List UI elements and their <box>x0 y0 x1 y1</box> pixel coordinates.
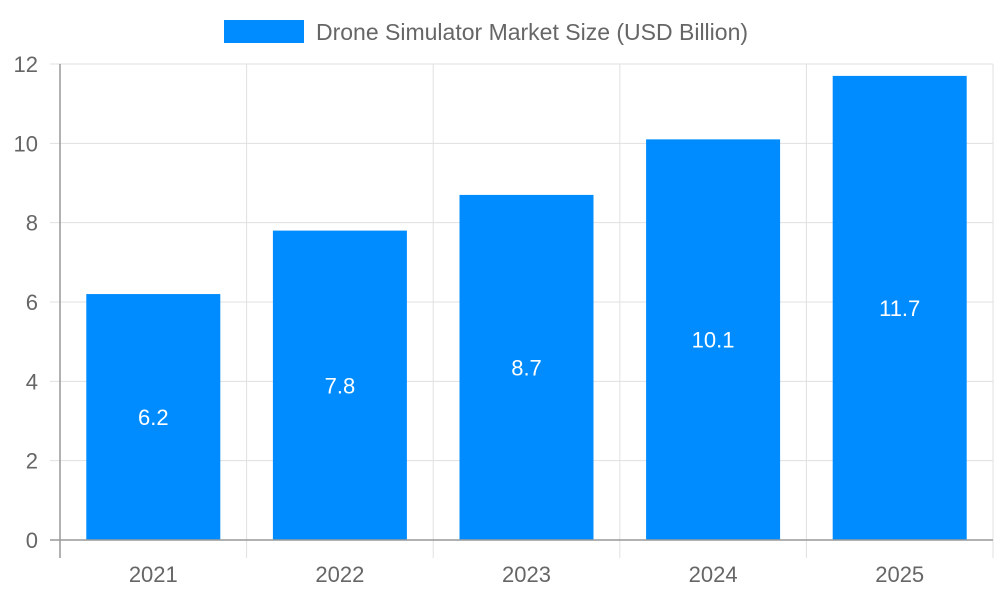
y-tick-label: 8 <box>26 211 38 236</box>
y-tick-label: 6 <box>26 290 38 315</box>
y-tick-label: 10 <box>14 131 38 156</box>
bar <box>646 139 781 540</box>
y-tick-label: 12 <box>14 52 38 77</box>
legend-swatch <box>224 20 304 43</box>
x-tick-label: 2023 <box>502 562 551 587</box>
data-label: 11.7 <box>879 296 920 321</box>
y-tick-label: 2 <box>26 449 38 474</box>
legend-label: Drone Simulator Market Size (USD Billion… <box>316 19 748 45</box>
y-tick-label: 4 <box>26 369 38 394</box>
x-tick-label: 2025 <box>875 562 924 587</box>
bar <box>832 75 967 541</box>
bar <box>86 294 221 540</box>
data-label: 7.8 <box>325 373 356 398</box>
data-label: 6.2 <box>138 405 169 430</box>
legend[interactable]: Drone Simulator Market Size (USD Billion… <box>224 19 748 45</box>
bars: 6.2 7.8 8.7 10.1 11.7 <box>86 75 967 541</box>
data-label: 10.1 <box>692 328 735 353</box>
x-tick-label: 2022 <box>315 562 364 587</box>
bar <box>272 230 407 540</box>
x-tick-label: 2024 <box>689 562 738 587</box>
axes: 0 2 4 6 8 10 12 2021 2022 2023 2024 2025 <box>14 52 993 587</box>
y-tick-label: 0 <box>26 528 38 553</box>
data-label: 8.7 <box>511 355 542 380</box>
bar <box>459 194 594 540</box>
x-tick-label: 2021 <box>129 562 178 587</box>
